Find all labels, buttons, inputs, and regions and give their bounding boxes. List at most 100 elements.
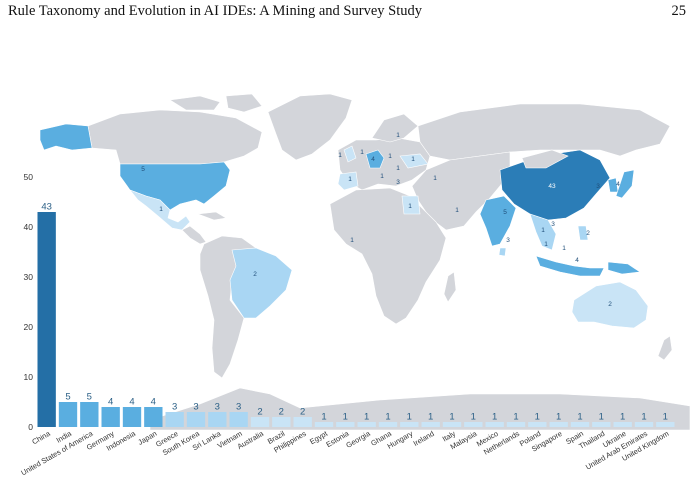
bar bbox=[506, 422, 526, 427]
map-value-label: 4 bbox=[575, 257, 579, 264]
map-region-new-guinea bbox=[607, 261, 641, 275]
map-region-southeast-asia bbox=[529, 213, 557, 251]
bar bbox=[613, 422, 632, 427]
bar-value-label: 4 bbox=[151, 397, 156, 408]
map-value-label: 1 bbox=[455, 207, 459, 214]
bar bbox=[421, 422, 440, 427]
map-region-arctic-islands bbox=[169, 93, 263, 113]
bar bbox=[122, 407, 142, 427]
bar-value-label: 1 bbox=[321, 412, 326, 423]
map-region-iberia bbox=[337, 171, 359, 191]
map-value-label: 1 bbox=[360, 149, 364, 156]
map-value-label: 43 bbox=[548, 183, 556, 190]
map-value-label: 1 bbox=[396, 165, 400, 172]
map-value-label: 1 bbox=[338, 152, 342, 159]
map-value-label: 1 bbox=[408, 203, 412, 210]
bar-value-label: 1 bbox=[471, 412, 476, 423]
bar bbox=[293, 417, 312, 427]
map-region-indonesia bbox=[535, 255, 605, 277]
x-tick-label: China bbox=[30, 428, 52, 446]
bar-value-label: 1 bbox=[385, 412, 390, 423]
bar bbox=[592, 422, 611, 427]
bar-value-label: 2 bbox=[279, 407, 284, 418]
map-value-label: 1 bbox=[348, 176, 352, 183]
map-value-label: 4 bbox=[616, 181, 620, 188]
bar bbox=[101, 407, 120, 427]
x-tick-label: Georgia bbox=[344, 428, 372, 449]
map-region-new-zealand bbox=[657, 335, 673, 361]
bar bbox=[485, 422, 504, 427]
map-region-russia bbox=[417, 103, 671, 161]
map-region-caribbean bbox=[197, 211, 227, 221]
map-value-label: 1 bbox=[388, 153, 392, 160]
map-value-label: 1 bbox=[396, 132, 400, 139]
map-region-usa bbox=[119, 161, 231, 211]
bar-value-label: 1 bbox=[599, 412, 604, 423]
bar-value-label: 1 bbox=[407, 412, 412, 423]
y-tick-label: 20 bbox=[24, 322, 34, 332]
map-region-sri-lanka bbox=[498, 247, 507, 257]
bar-value-label: 3 bbox=[172, 402, 177, 413]
bar bbox=[165, 412, 184, 427]
map-region-asia-west bbox=[411, 151, 511, 231]
bar bbox=[37, 212, 56, 427]
map-region-greenland bbox=[267, 93, 353, 161]
bar bbox=[336, 422, 355, 427]
bar-value-label: 3 bbox=[215, 402, 220, 413]
bar-value-label: 4 bbox=[129, 397, 134, 408]
x-tick-label: Ireland bbox=[412, 429, 436, 448]
bar-value-label: 4 bbox=[108, 397, 113, 408]
bar-value-label: 1 bbox=[641, 412, 646, 423]
bar-value-label: 5 bbox=[87, 392, 92, 403]
bar bbox=[272, 417, 291, 427]
bar-value-label: 3 bbox=[236, 402, 241, 413]
bar-value-label: 1 bbox=[492, 412, 497, 423]
map-region-egypt bbox=[401, 195, 421, 215]
bar-value-label: 43 bbox=[41, 202, 52, 213]
bar bbox=[570, 422, 590, 427]
y-tick-label: 10 bbox=[24, 372, 34, 382]
bar bbox=[656, 422, 675, 427]
map-value-label: 1 bbox=[433, 175, 437, 182]
map-region-brazil bbox=[229, 247, 293, 319]
map-value-label: 3 bbox=[396, 179, 400, 186]
bar bbox=[400, 422, 419, 427]
map-value-label: 1 bbox=[541, 227, 545, 234]
map-region-india bbox=[479, 195, 517, 247]
map-value-label: 1 bbox=[350, 237, 354, 244]
map-value-label: 2 bbox=[586, 230, 590, 237]
bar bbox=[229, 412, 248, 427]
page-header: Rule Taxonomy and Evolution in AI IDEs: … bbox=[0, 0, 696, 24]
map-value-label: 2 bbox=[608, 301, 612, 308]
map-value-label: 5 bbox=[141, 166, 145, 173]
map-value-label: 4 bbox=[371, 156, 375, 163]
bar bbox=[144, 407, 163, 427]
bar bbox=[528, 422, 547, 427]
bar bbox=[208, 412, 227, 427]
map-region-australia bbox=[571, 281, 649, 329]
bar-value-label: 3 bbox=[193, 402, 198, 413]
map-value-label: 5 bbox=[503, 209, 507, 216]
bar bbox=[186, 412, 206, 427]
bar-value-label: 1 bbox=[428, 412, 433, 423]
bar bbox=[80, 402, 99, 427]
map-region-ukraine bbox=[399, 153, 429, 169]
bar bbox=[314, 422, 334, 427]
map-value-label: 1 bbox=[380, 173, 384, 180]
map-value-label: 1 bbox=[159, 206, 163, 213]
running-title: Rule Taxonomy and Evolution in AI IDEs: … bbox=[8, 3, 422, 19]
bar bbox=[549, 422, 568, 427]
map-value-label: 1 bbox=[411, 156, 415, 163]
bar-value-label: 1 bbox=[513, 412, 518, 423]
map-value-label: 3 bbox=[596, 183, 600, 190]
y-tick-label: 40 bbox=[24, 222, 34, 232]
map-region-japan bbox=[615, 169, 635, 199]
bar bbox=[357, 422, 376, 427]
map-value-label: 2 bbox=[253, 271, 257, 278]
bar-value-label: 1 bbox=[620, 412, 625, 423]
bar bbox=[58, 402, 78, 427]
bar-value-label: 1 bbox=[343, 412, 348, 423]
